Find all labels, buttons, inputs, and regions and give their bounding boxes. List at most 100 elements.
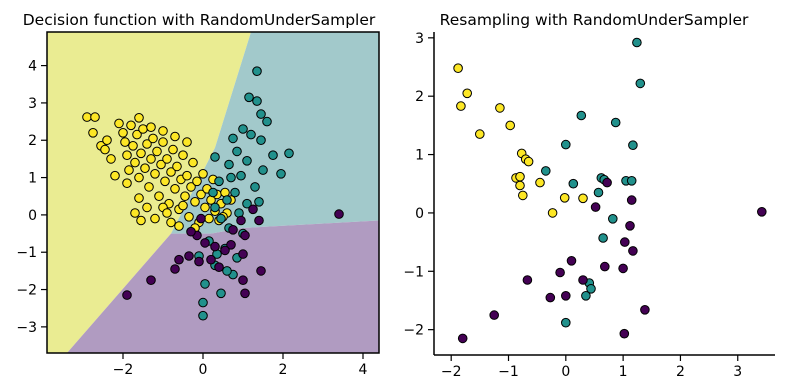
- resampling-plot: Resampling with RandomUnderSampler −2 −1 0…: [403, 11, 775, 380]
- plot1-point-yellow: [170, 184, 180, 194]
- plot1-point-yellow: [170, 131, 180, 142]
- plot1-point-yellow: [144, 182, 154, 192]
- plot1-point-yellow: [122, 178, 132, 188]
- plot1-point-yellow: [130, 157, 140, 168]
- plot1-point-yellow: [120, 137, 130, 147]
- plot1-point-yellow: [102, 135, 112, 145]
- plot1-point-yellow: [160, 176, 170, 187]
- plot1-point-yellow: [192, 176, 202, 187]
- plot1-point-teal: [226, 172, 236, 183]
- plot1-point-teal: [250, 182, 260, 192]
- plot1-point-purple: [214, 262, 224, 273]
- plot1-point-purple: [170, 264, 180, 274]
- plot2-point-yellow: [547, 208, 558, 218]
- plot1-point-yellow: [198, 169, 208, 179]
- plot1-point-purple: [194, 256, 204, 267]
- plot1-point-teal: [200, 279, 210, 289]
- plot1-point-teal: [246, 129, 256, 140]
- plot1-y-tick-label: 4: [28, 59, 37, 75]
- plot1-point-teal: [258, 165, 268, 175]
- plot1-point-teal: [222, 195, 232, 205]
- plot1-point-purple: [196, 213, 206, 224]
- plot1-point-purple: [226, 240, 236, 250]
- plot1-point-yellow: [142, 202, 152, 213]
- plot2-point-yellow: [515, 171, 525, 182]
- plot1-point-yellow: [82, 112, 92, 122]
- plot1-y-tick-label: −3: [16, 320, 37, 336]
- plot2-point-purple: [602, 177, 612, 188]
- plot1-point-purple: [200, 238, 210, 248]
- plot1-point-yellow: [124, 165, 134, 175]
- plot1-point-yellow: [140, 163, 150, 173]
- plot2-x-tick-label: 0: [561, 364, 570, 380]
- plot1-point-purple: [238, 249, 248, 259]
- plot2-point-purple: [640, 305, 650, 315]
- plot1-point-teal: [232, 146, 242, 157]
- plot1-point-yellow: [152, 146, 162, 157]
- plot2-y-tick-label: −2: [403, 323, 424, 339]
- plot1-point-yellow: [156, 159, 166, 170]
- plot1-point-yellow: [110, 170, 120, 181]
- plot2-point-yellow: [535, 177, 545, 188]
- plot1-point-purple: [206, 254, 216, 265]
- plot2-point-teal: [576, 110, 587, 121]
- plot2-point-teal: [568, 178, 579, 189]
- plot1-point-yellow: [204, 213, 214, 224]
- plot1-point-yellow: [168, 144, 178, 155]
- plot2-point-purple: [625, 221, 635, 231]
- plot2-point-purple: [620, 237, 630, 247]
- plot1-point-purple: [256, 266, 266, 276]
- plot2-point-teal: [593, 187, 604, 198]
- plot1-point-yellow: [138, 124, 148, 134]
- plot1-point-yellow: [126, 120, 136, 131]
- plot1-title: Decision function with RandomUnderSample…: [23, 11, 376, 29]
- plot1-point-teal: [198, 297, 208, 308]
- plot1-point-yellow: [114, 118, 124, 129]
- plot1-point-yellow: [122, 150, 132, 160]
- plot2-point-yellow: [462, 88, 473, 99]
- plot2-x-tick-label: −1: [498, 364, 519, 380]
- plot1-point-yellow: [196, 189, 206, 200]
- plot2-title: Resampling with RandomUnderSampler: [440, 11, 749, 29]
- plot1-y-tick-label: 1: [28, 171, 37, 187]
- plot1-point-yellow: [148, 133, 158, 144]
- plot1-point-teal: [214, 176, 224, 187]
- plot1-point-teal: [252, 66, 262, 76]
- plot2-point-teal: [610, 117, 621, 128]
- plot1-y-tick-label: −2: [16, 283, 37, 299]
- plot1-point-yellow: [118, 128, 128, 138]
- plot1-point-purple: [236, 215, 246, 226]
- plot1-point-yellow: [178, 200, 188, 211]
- plot1-point-purple: [248, 204, 258, 215]
- plot1-point-yellow: [166, 217, 176, 228]
- plot1-point-yellow: [128, 141, 138, 151]
- plot2-point-yellow: [518, 190, 528, 201]
- plot2-point-yellow: [495, 103, 505, 113]
- plot2-y-tick-label: −1: [403, 264, 424, 280]
- plot2-point-yellow: [578, 193, 588, 204]
- plot2-point-purple: [566, 256, 577, 266]
- plot2-point-purple: [489, 310, 500, 320]
- plot1-y-tick-label: 3: [28, 96, 37, 112]
- plot1-point-purple: [254, 215, 264, 226]
- plot1-x-tick-label: 2: [279, 362, 288, 378]
- plot1-point-yellow: [188, 157, 198, 168]
- plot1-point-teal: [208, 187, 218, 198]
- plot1-point-yellow: [158, 137, 168, 147]
- plot2-point-teal: [628, 140, 638, 150]
- plot1-point-yellow: [182, 137, 192, 147]
- plot2-point-purple: [600, 261, 610, 272]
- plot2-point-purple: [555, 267, 565, 278]
- plot1-point-teal: [236, 170, 246, 181]
- plot2-point-purple: [590, 202, 601, 212]
- plot1-point-yellow: [174, 221, 184, 231]
- plot1-point-teal: [210, 202, 220, 213]
- plot1-point-purple: [220, 245, 230, 256]
- plot1-point-teal: [284, 148, 294, 159]
- plot1-x-tick-label: 0: [199, 362, 208, 378]
- plot1-point-teal: [262, 116, 272, 127]
- plot2-y-tick-label: 0: [415, 206, 424, 222]
- plot2-point-teal: [561, 317, 571, 328]
- plot1-point-teal: [242, 198, 252, 209]
